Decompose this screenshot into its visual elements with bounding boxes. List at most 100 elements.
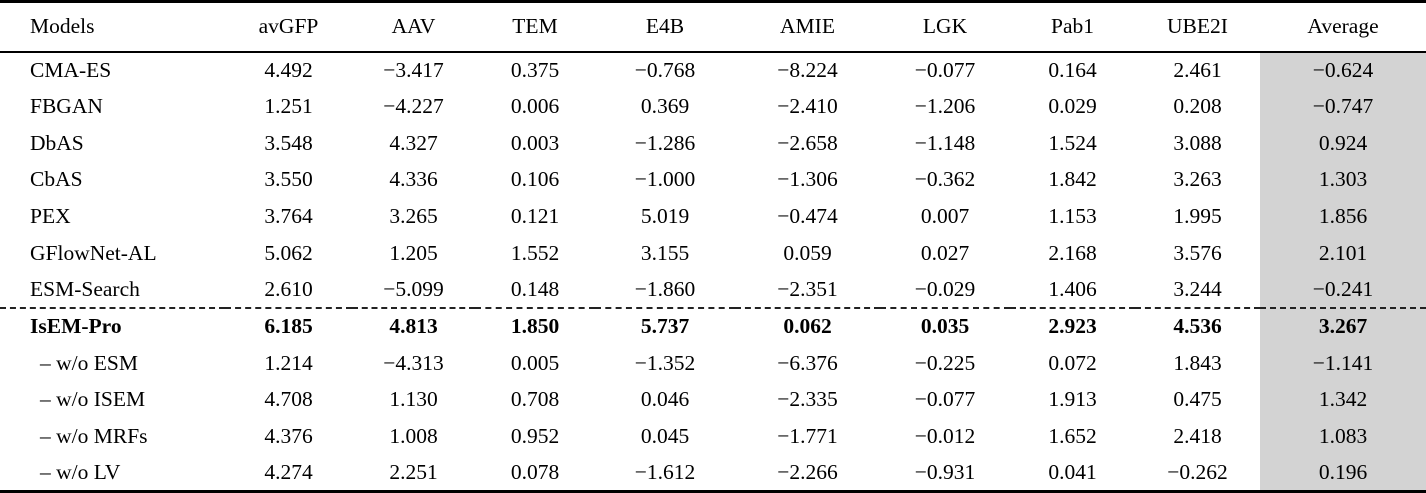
- value-cell: 3.088: [1173, 130, 1222, 155]
- column-header-ube2i: UBE2I: [1135, 1, 1260, 53]
- table-row: GFlowNet-AL 5.062 1.205 1.552 3.155 0.059 0.02…: [0, 234, 1426, 272]
- value-cell: 2.461: [1173, 57, 1222, 82]
- value-cell: 0.005: [510, 350, 560, 375]
- model-name-cell: IsEM-Pro: [0, 307, 225, 345]
- value-cell: 0.148: [510, 276, 560, 301]
- value-cell: 1.406: [1048, 276, 1097, 301]
- model-name-cell: FBGAN: [30, 93, 103, 118]
- value-cell: −2.351: [777, 276, 838, 301]
- average-value-cell: −0.624: [1260, 51, 1426, 89]
- model-name-cell: – w/o LV: [40, 459, 121, 484]
- value-cell: 4.327: [389, 130, 438, 155]
- average-value-cell: 1.303: [1260, 161, 1426, 199]
- value-cell: 0.007: [920, 203, 970, 228]
- average-value-cell: 0.196: [1260, 454, 1426, 492]
- value-cell: 3.244: [1173, 276, 1222, 301]
- value-cell: 0.952: [510, 423, 560, 448]
- value-cell: 0.106: [510, 167, 560, 192]
- value-cell: 1.008: [389, 423, 438, 448]
- value-cell: 0.164: [1048, 57, 1097, 82]
- value-cell: 4.492: [264, 57, 313, 82]
- value-cell: 4.813: [352, 307, 475, 345]
- value-cell: 0.708: [510, 387, 560, 412]
- value-cell: −2.335: [777, 387, 838, 412]
- value-cell: 0.475: [1173, 387, 1222, 412]
- value-cell: −0.768: [634, 57, 696, 82]
- value-cell: 1.843: [1173, 350, 1222, 375]
- value-cell: 3.263: [1173, 167, 1222, 192]
- value-cell: 2.610: [264, 276, 313, 301]
- value-cell: −0.931: [914, 459, 976, 484]
- value-cell: 0.035: [880, 307, 1010, 345]
- model-name-cell: CMA-ES: [30, 57, 112, 82]
- value-cell: 3.265: [389, 203, 438, 228]
- value-cell: 0.208: [1173, 93, 1222, 118]
- column-header-amie: AMIE: [735, 1, 880, 53]
- value-cell: 2.418: [1173, 423, 1222, 448]
- value-cell: 1.153: [1048, 203, 1097, 228]
- table-row: – w/o MRFs 4.376 1.008 0.952 0.045 −1.771 −0.0…: [0, 418, 1426, 455]
- value-cell: 1.552: [510, 240, 560, 265]
- table-body: CMA-ES 4.492 −3.417 0.375 −0.768 −8.224 −0.077…: [0, 51, 1426, 492]
- model-name-cell: CbAS: [30, 167, 83, 192]
- column-header-aav: AAV: [352, 1, 475, 53]
- value-cell: 2.251: [389, 459, 438, 484]
- value-cell: −1.771: [777, 423, 838, 448]
- table-row: – w/o ISEM 4.708 1.130 0.708 0.046 −2.335 −0.0…: [0, 381, 1426, 419]
- value-cell: −1.306: [777, 167, 838, 192]
- value-cell: 3.155: [640, 240, 690, 265]
- value-cell: −0.474: [777, 203, 838, 228]
- value-cell: 0.078: [510, 459, 560, 484]
- value-cell: −1.206: [914, 93, 976, 118]
- table-row: FBGAN 1.251 −4.227 0.006 0.369 −2.410 −1.206 0.…: [0, 88, 1426, 125]
- value-cell: 5.019: [640, 203, 690, 228]
- value-cell: 1.850: [475, 307, 595, 345]
- value-cell: 0.375: [510, 57, 560, 82]
- value-cell: −4.313: [383, 350, 444, 375]
- value-cell: 0.059: [783, 240, 832, 265]
- value-cell: 3.576: [1173, 240, 1222, 265]
- value-cell: −2.266: [777, 459, 838, 484]
- value-cell: −2.410: [777, 93, 838, 118]
- column-header-avgfp: avGFP: [225, 1, 352, 53]
- value-cell: 4.274: [264, 459, 313, 484]
- value-cell: 0.003: [510, 130, 560, 155]
- value-cell: −1.148: [914, 130, 976, 155]
- table-row: – w/o ESM 1.214 −4.313 0.005 −1.352 −6.376 −0.…: [0, 344, 1426, 382]
- value-cell: 1.995: [1173, 203, 1222, 228]
- table-row: PEX 3.764 3.265 0.121 5.019 −0.474 0.007 1.153 1…: [0, 198, 1426, 235]
- value-cell: 0.369: [640, 93, 690, 118]
- table-row: CMA-ES 4.492 −3.417 0.375 −0.768 −8.224 −0.077…: [0, 51, 1426, 89]
- value-cell: −0.362: [914, 167, 976, 192]
- table-row: – w/o LV 4.274 2.251 0.078 −1.612 −2.266 −0.93…: [0, 454, 1426, 492]
- value-cell: −1.000: [634, 167, 696, 192]
- value-cell: 1.130: [389, 387, 438, 412]
- header-row: Models avGFP AAV TEM E4B AMIE LGK Pab1 UBE2I Aver…: [0, 1, 1426, 53]
- value-cell: −0.225: [914, 350, 976, 375]
- value-cell: 2.168: [1048, 240, 1097, 265]
- value-cell: 0.062: [735, 307, 880, 345]
- value-cell: −0.077: [914, 387, 976, 412]
- column-header-models: Models: [0, 1, 225, 53]
- value-cell: 0.121: [510, 203, 560, 228]
- value-cell: 0.027: [920, 240, 970, 265]
- model-name-cell: ESM-Search: [30, 276, 140, 301]
- value-cell: −1.352: [634, 350, 696, 375]
- model-name-cell: PEX: [30, 203, 71, 228]
- average-value-cell: −0.747: [1260, 88, 1426, 125]
- value-cell: 0.006: [510, 93, 560, 118]
- average-value-cell: 2.101: [1260, 234, 1426, 272]
- model-name-cell: DbAS: [30, 130, 84, 155]
- value-cell: −0.029: [914, 276, 976, 301]
- average-value-cell: −1.141: [1260, 344, 1426, 382]
- model-name-cell: – w/o ESM: [40, 350, 138, 375]
- value-cell: 0.029: [1048, 93, 1097, 118]
- value-cell: 3.550: [264, 167, 313, 192]
- value-cell: −0.262: [1167, 459, 1228, 484]
- value-cell: 4.536: [1135, 307, 1260, 345]
- value-cell: 1.913: [1048, 387, 1097, 412]
- table-row: IsEM-Pro 6.185 4.813 1.850 5.737 0.062 0.035 2.…: [0, 307, 1426, 345]
- column-header-average: Average: [1260, 1, 1426, 53]
